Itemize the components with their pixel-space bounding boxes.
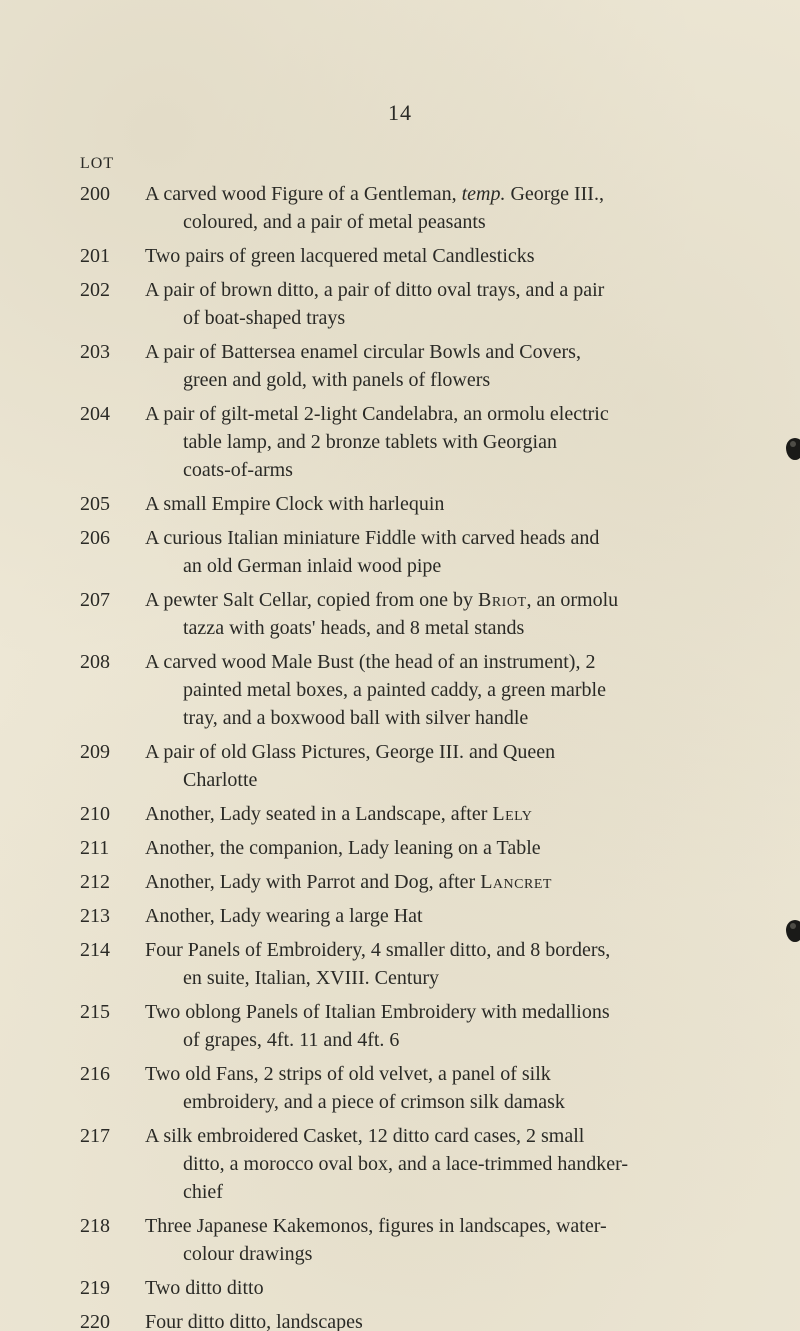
lot-description: Three Japanese Kakemonos, figures in lan… (145, 1212, 720, 1268)
lot-number: 210 (80, 800, 145, 828)
lot-entry: 211Another, the companion, Lady leaning … (80, 834, 720, 862)
lot-description: Two old Fans, 2 strips of old velvet, a … (145, 1060, 720, 1116)
lot-description: Two ditto ditto (145, 1274, 720, 1302)
lot-entry: 210Another, Lady seated in a Landscape, … (80, 800, 720, 828)
lot-description: A pair of Battersea enamel circular Bowl… (145, 338, 720, 394)
lot-entry: 217A silk embroidered Casket, 12 ditto c… (80, 1122, 720, 1206)
lot-entry: 201Two pairs of green lacquered metal Ca… (80, 242, 720, 270)
lot-entries: 200A carved wood Figure of a Gentleman, … (80, 180, 720, 1331)
lot-entry: 213Another, Lady wearing a large Hat (80, 902, 720, 930)
lot-number: 200 (80, 180, 145, 208)
lot-entry: 209A pair of old Glass Pictures, George … (80, 738, 720, 794)
lot-entry: 220Four ditto ditto, landscapes (80, 1308, 720, 1331)
lot-entry: 216Two old Fans, 2 strips of old velvet,… (80, 1060, 720, 1116)
lot-entry: 218Three Japanese Kakemonos, figures in … (80, 1212, 720, 1268)
lot-description: Four Panels of Embroidery, 4 smaller dit… (145, 936, 720, 992)
page: 14 LOT 200A carved wood Figure of a Gent… (0, 0, 800, 1331)
lot-entry: 206A curious Italian miniature Fiddle wi… (80, 524, 720, 580)
lot-number: 205 (80, 490, 145, 518)
lot-number: 201 (80, 242, 145, 270)
lot-entry: 215Two oblong Panels of Italian Embroide… (80, 998, 720, 1054)
lot-description: A pewter Salt Cellar, copied from one by… (145, 586, 720, 642)
lot-description: Another, the companion, Lady leaning on … (145, 834, 720, 862)
lot-description: Two pairs of green lacquered metal Candl… (145, 242, 720, 270)
lot-number: 215 (80, 998, 145, 1026)
lot-number: 214 (80, 936, 145, 964)
lot-entry: 204A pair of gilt-metal 2-light Candelab… (80, 400, 720, 484)
lot-number: 207 (80, 586, 145, 614)
lot-number: 204 (80, 400, 145, 428)
page-number: 14 (388, 100, 412, 126)
margin-mark-icon (786, 438, 800, 460)
lot-description: A pair of brown ditto, a pair of ditto o… (145, 276, 720, 332)
lot-entry: 202A pair of brown ditto, a pair of ditt… (80, 276, 720, 332)
lot-description: A carved wood Figure of a Gentleman, tem… (145, 180, 720, 236)
lot-number: 217 (80, 1122, 145, 1150)
lot-entry: 219Two ditto ditto (80, 1274, 720, 1302)
lot-number: 218 (80, 1212, 145, 1240)
lot-entry: 200A carved wood Figure of a Gentleman, … (80, 180, 720, 236)
lot-description: Two oblong Panels of Italian Embroidery … (145, 998, 720, 1054)
lot-description: Another, Lady wearing a large Hat (145, 902, 720, 930)
lot-number: 212 (80, 868, 145, 896)
lot-description: Another, Lady with Parrot and Dog, after… (145, 868, 720, 896)
lot-number: 202 (80, 276, 145, 304)
lot-entry: 214Four Panels of Embroidery, 4 smaller … (80, 936, 720, 992)
lot-entry: 203A pair of Battersea enamel circular B… (80, 338, 720, 394)
lot-number: 219 (80, 1274, 145, 1302)
lot-description: A pair of gilt-metal 2-light Candelabra,… (145, 400, 720, 484)
lot-entry: 212Another, Lady with Parrot and Dog, af… (80, 868, 720, 896)
lot-number: 213 (80, 902, 145, 930)
lot-entry: 208A carved wood Male Bust (the head of … (80, 648, 720, 732)
lot-entry: 205A small Empire Clock with harlequin (80, 490, 720, 518)
lot-description: A carved wood Male Bust (the head of an … (145, 648, 720, 732)
lot-number: 206 (80, 524, 145, 552)
lot-description: A small Empire Clock with harlequin (145, 490, 720, 518)
lot-entry: 207A pewter Salt Cellar, copied from one… (80, 586, 720, 642)
lot-description: Another, Lady seated in a Landscape, aft… (145, 800, 720, 828)
lot-description: A silk embroidered Casket, 12 ditto card… (145, 1122, 720, 1206)
lot-description: Four ditto ditto, landscapes (145, 1308, 720, 1331)
lot-description: A pair of old Glass Pictures, George III… (145, 738, 720, 794)
lot-number: 220 (80, 1308, 145, 1331)
lot-column-header: LOT (80, 155, 114, 173)
lot-number: 211 (80, 834, 145, 862)
lot-number: 203 (80, 338, 145, 366)
lot-number: 216 (80, 1060, 145, 1088)
lot-number: 208 (80, 648, 145, 676)
lot-number: 209 (80, 738, 145, 766)
margin-mark-icon (786, 920, 800, 942)
lot-description: A curious Italian miniature Fiddle with … (145, 524, 720, 580)
